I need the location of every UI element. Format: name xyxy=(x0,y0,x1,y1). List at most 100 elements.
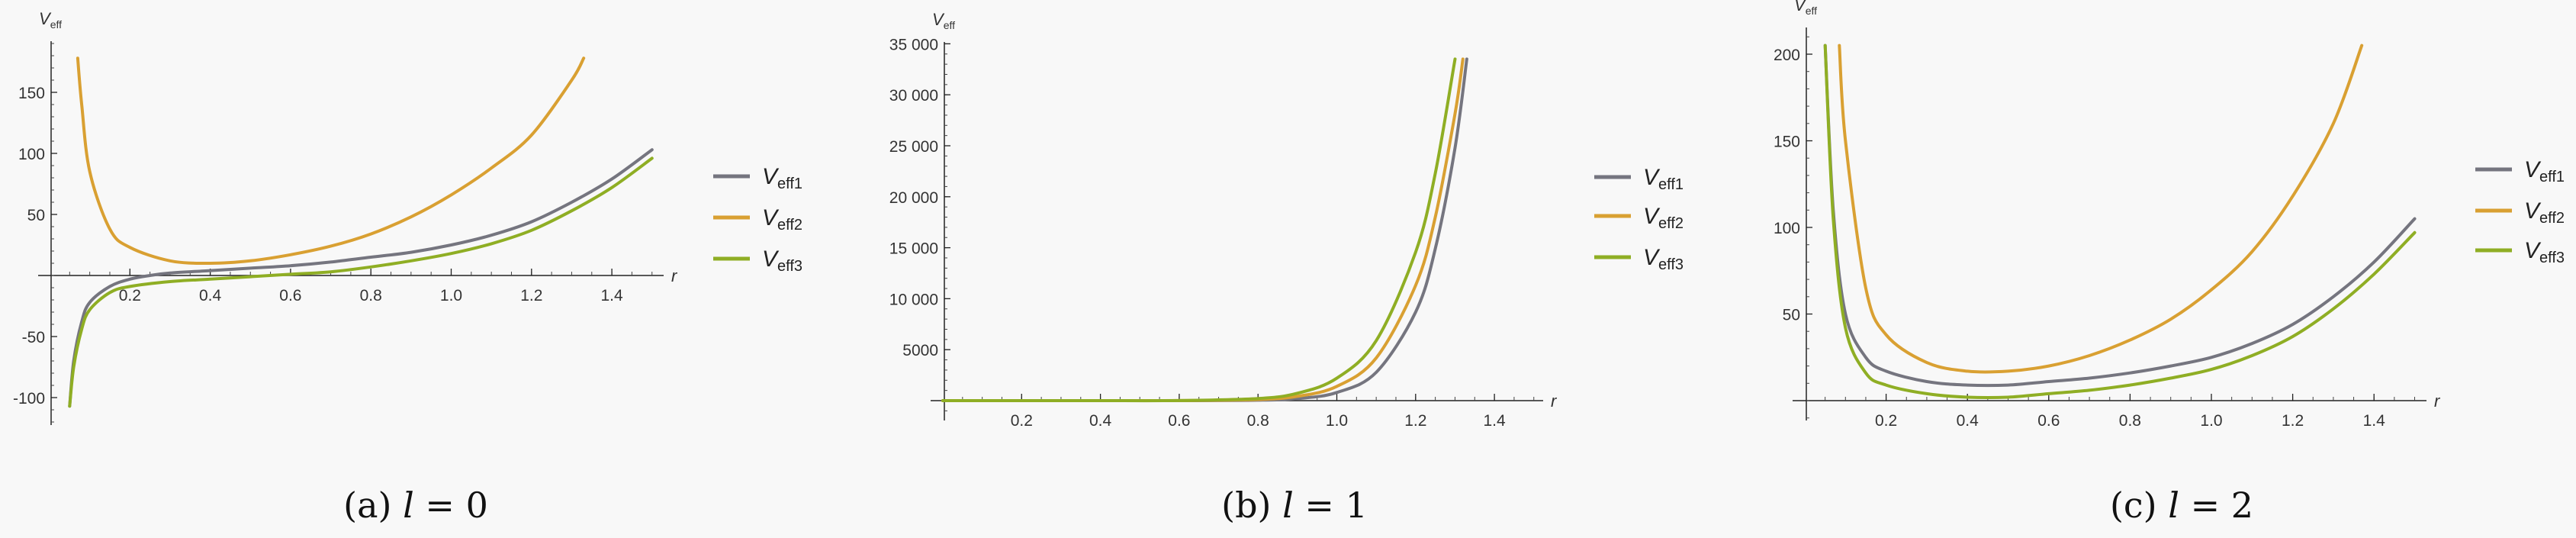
x-tick-label: 1.2 xyxy=(520,287,542,304)
y-tick-label: 150 xyxy=(1774,134,1800,151)
x-tick-label: 0.2 xyxy=(119,287,141,304)
y-tick-label: 30 000 xyxy=(889,87,938,105)
caption-prefix: (b) xyxy=(1221,485,1282,526)
panel-caption: (a) l = 0 xyxy=(343,485,488,526)
panel-caption: (b) l = 1 xyxy=(1221,485,1368,526)
y-axis-label: Veff xyxy=(39,9,62,31)
series-line-veff1 xyxy=(68,148,654,408)
legend-label-main: V xyxy=(762,164,780,189)
legend-label-main: V xyxy=(1643,165,1661,190)
caption-value: = 2 xyxy=(2179,485,2253,526)
series-line-veff2 xyxy=(76,56,586,266)
caption-value: = 1 xyxy=(1294,485,1368,526)
y-axis-label-main: V xyxy=(39,9,52,28)
legend-label-main: V xyxy=(2524,238,2542,263)
y-tick-label: 20 000 xyxy=(889,189,938,207)
x-tick-label: 1.4 xyxy=(2363,412,2386,430)
y-axis-label-main: V xyxy=(932,10,945,29)
y-tick-label: 50 xyxy=(27,207,45,224)
legend-label-sub: eff3 xyxy=(2539,250,2565,266)
legend-label-main: V xyxy=(1643,245,1661,270)
legend-label-sub: eff3 xyxy=(777,258,802,275)
x-tick-label: 1.2 xyxy=(1404,412,1426,430)
y-axis-label-main: V xyxy=(1794,0,1807,14)
legend-label-veff3: Veff3 xyxy=(762,246,802,275)
x-tick-label: 1.4 xyxy=(600,287,623,304)
legend-label-main: V xyxy=(2524,157,2542,182)
y-tick-label: 25 000 xyxy=(889,138,938,156)
caption-variable: l xyxy=(2168,485,2179,526)
series-line-veff2 xyxy=(1838,43,2364,374)
y-tick-label: -100 xyxy=(13,390,45,408)
series-line-veff2 xyxy=(941,57,1465,403)
caption-prefix: (c) xyxy=(2110,485,2168,526)
y-tick-label: 5000 xyxy=(902,342,938,359)
legend-label-veff1: Veff1 xyxy=(1643,165,1684,193)
y-tick-label: 35 000 xyxy=(889,36,938,53)
panel-caption: (c) l = 2 xyxy=(2110,485,2253,526)
legend-label-veff1: Veff1 xyxy=(762,164,802,192)
x-tick-label: 0.8 xyxy=(1247,412,1269,430)
y-axis-label-sub: eff xyxy=(1806,5,1817,17)
y-tick-label: 15 000 xyxy=(889,240,938,258)
caption-value: = 0 xyxy=(414,485,488,526)
chart-panel-a: 0.2 0.4 0.6 0.8 1.0 1.2 1.4 -100 -50 50 100 150 r Vef… xyxy=(13,9,802,526)
caption-variable: l xyxy=(1282,485,1294,526)
y-tick-label: 150 xyxy=(18,85,45,102)
series-line-veff1 xyxy=(941,57,1468,403)
legend-label-main: V xyxy=(1643,204,1661,229)
legend-label-main: V xyxy=(2524,198,2542,224)
legend-label-veff2: Veff2 xyxy=(1643,204,1684,232)
legend-label-main: V xyxy=(762,205,780,230)
y-tick-label: 100 xyxy=(18,146,45,163)
x-tick-label: 0.8 xyxy=(2119,412,2141,430)
legend-label-veff3: Veff3 xyxy=(2524,238,2565,266)
legend-label-main: V xyxy=(762,246,780,272)
x-tick-label: 0.4 xyxy=(199,287,222,304)
y-tick-label: 50 xyxy=(1783,307,1800,324)
x-axis-label: r xyxy=(1551,391,1558,411)
y-tick-label: 100 xyxy=(1774,220,1800,237)
x-tick-label: 1.0 xyxy=(2200,412,2222,430)
y-axis-label: Veff xyxy=(932,10,955,31)
x-tick-label: 0.6 xyxy=(279,287,301,304)
legend-label-sub: eff1 xyxy=(1658,176,1684,193)
x-axis-label: r xyxy=(2434,391,2441,411)
legend-label-sub: eff3 xyxy=(1658,256,1684,273)
caption-variable: l xyxy=(403,485,414,526)
series-line-veff3 xyxy=(941,57,1457,403)
legend-label-veff1: Veff1 xyxy=(2524,157,2565,185)
y-tick-label: 200 xyxy=(1774,47,1800,64)
x-tick-label: 1.0 xyxy=(440,287,462,304)
y-axis-label: Veff xyxy=(1794,0,1817,17)
x-tick-label: 1.2 xyxy=(2282,412,2304,430)
x-axis-label: r xyxy=(671,266,678,285)
y-axis-label-sub: eff xyxy=(944,19,955,31)
x-tick-label: 0.2 xyxy=(1011,412,1033,430)
caption-prefix: (a) xyxy=(343,485,403,526)
x-tick-label: 0.4 xyxy=(1089,412,1112,430)
x-tick-label: 0.6 xyxy=(1168,412,1190,430)
series-line-veff3 xyxy=(1823,43,2417,400)
legend-label-veff3: Veff3 xyxy=(1643,245,1684,273)
legend-label-sub: eff2 xyxy=(1658,215,1684,232)
y-tick-label: -50 xyxy=(22,329,45,346)
x-tick-label: 1.4 xyxy=(1483,412,1506,430)
x-tick-label: 1.0 xyxy=(1326,412,1348,430)
legend-label-sub: eff2 xyxy=(2539,210,2565,227)
x-tick-label: 0.6 xyxy=(2037,412,2060,430)
chart-panel-b: 0.2 0.4 0.6 0.8 1.0 1.2 1.4 5000 10 000 15 000 20 … xyxy=(889,10,1684,526)
series-line-veff1 xyxy=(1823,43,2417,388)
legend-label-veff2: Veff2 xyxy=(762,205,802,234)
chart-panel-c: 0.2 0.4 0.6 0.8 1.0 1.2 1.450100150200rVeffVef… xyxy=(1774,0,2565,526)
x-tick-label: 0.2 xyxy=(1875,412,1897,430)
x-tick-label: 0.4 xyxy=(1957,412,1979,430)
legend-label-sub: eff2 xyxy=(777,217,802,234)
legend-label-veff2: Veff2 xyxy=(2524,198,2565,227)
y-tick-label: 10 000 xyxy=(889,291,938,308)
series-line-veff3 xyxy=(68,156,654,408)
legend-label-sub: eff1 xyxy=(777,176,802,192)
legend-label-sub: eff1 xyxy=(2539,169,2565,185)
